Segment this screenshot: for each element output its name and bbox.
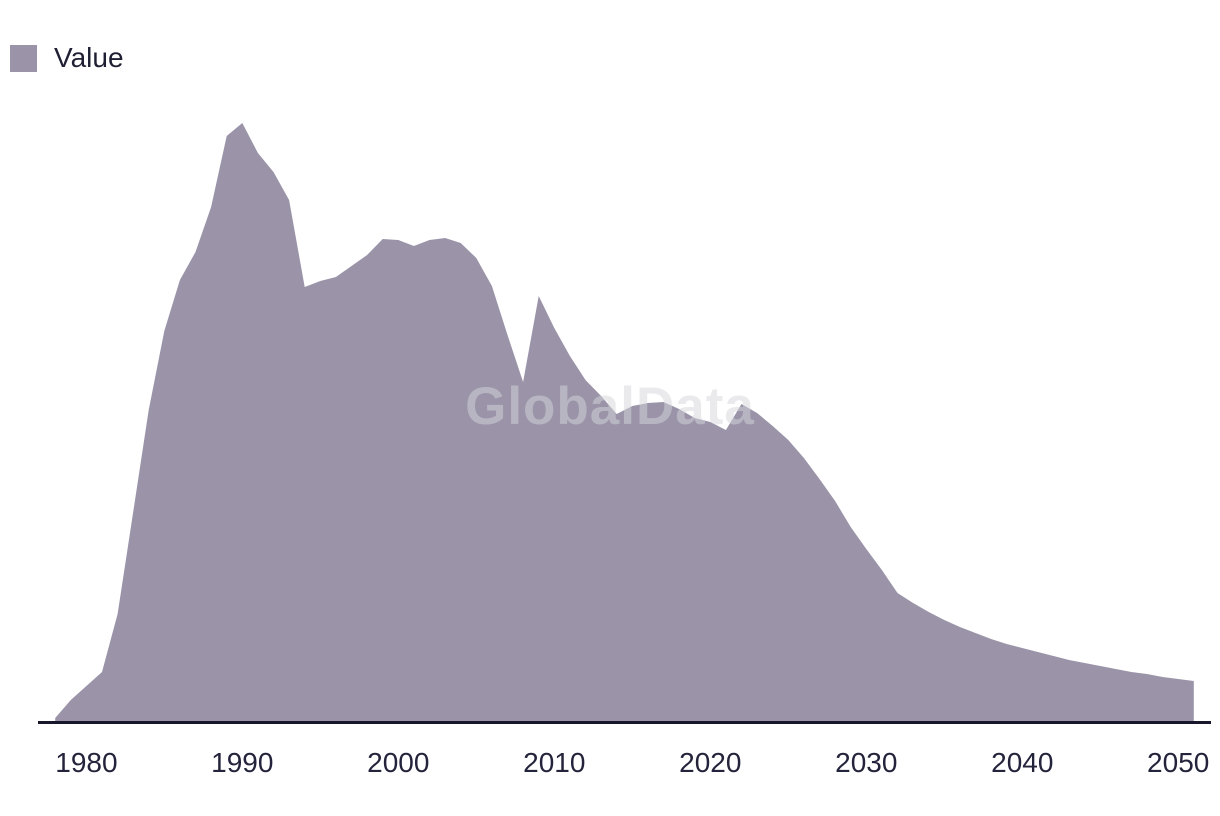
x-tick-label: 2010 xyxy=(523,747,585,778)
x-tick-label: 2000 xyxy=(367,747,429,778)
legend-label: Value xyxy=(54,42,124,73)
x-axis-tick-labels: 1980 1990 2000 2010 2020 2030 2040 2050 xyxy=(55,747,1209,778)
x-tick-label: 1990 xyxy=(211,747,273,778)
x-tick-label: 2020 xyxy=(679,747,741,778)
legend-item-value[interactable]: Value xyxy=(10,44,124,72)
legend-swatch-icon xyxy=(10,44,37,72)
value-area-series xyxy=(55,123,1194,722)
x-tick-label: 1980 xyxy=(55,747,117,778)
x-tick-label: 2040 xyxy=(991,747,1053,778)
watermark: GlobalData xyxy=(465,377,755,436)
x-tick-label: 2030 xyxy=(835,747,897,778)
x-tick-label: 2050 xyxy=(1147,747,1209,778)
